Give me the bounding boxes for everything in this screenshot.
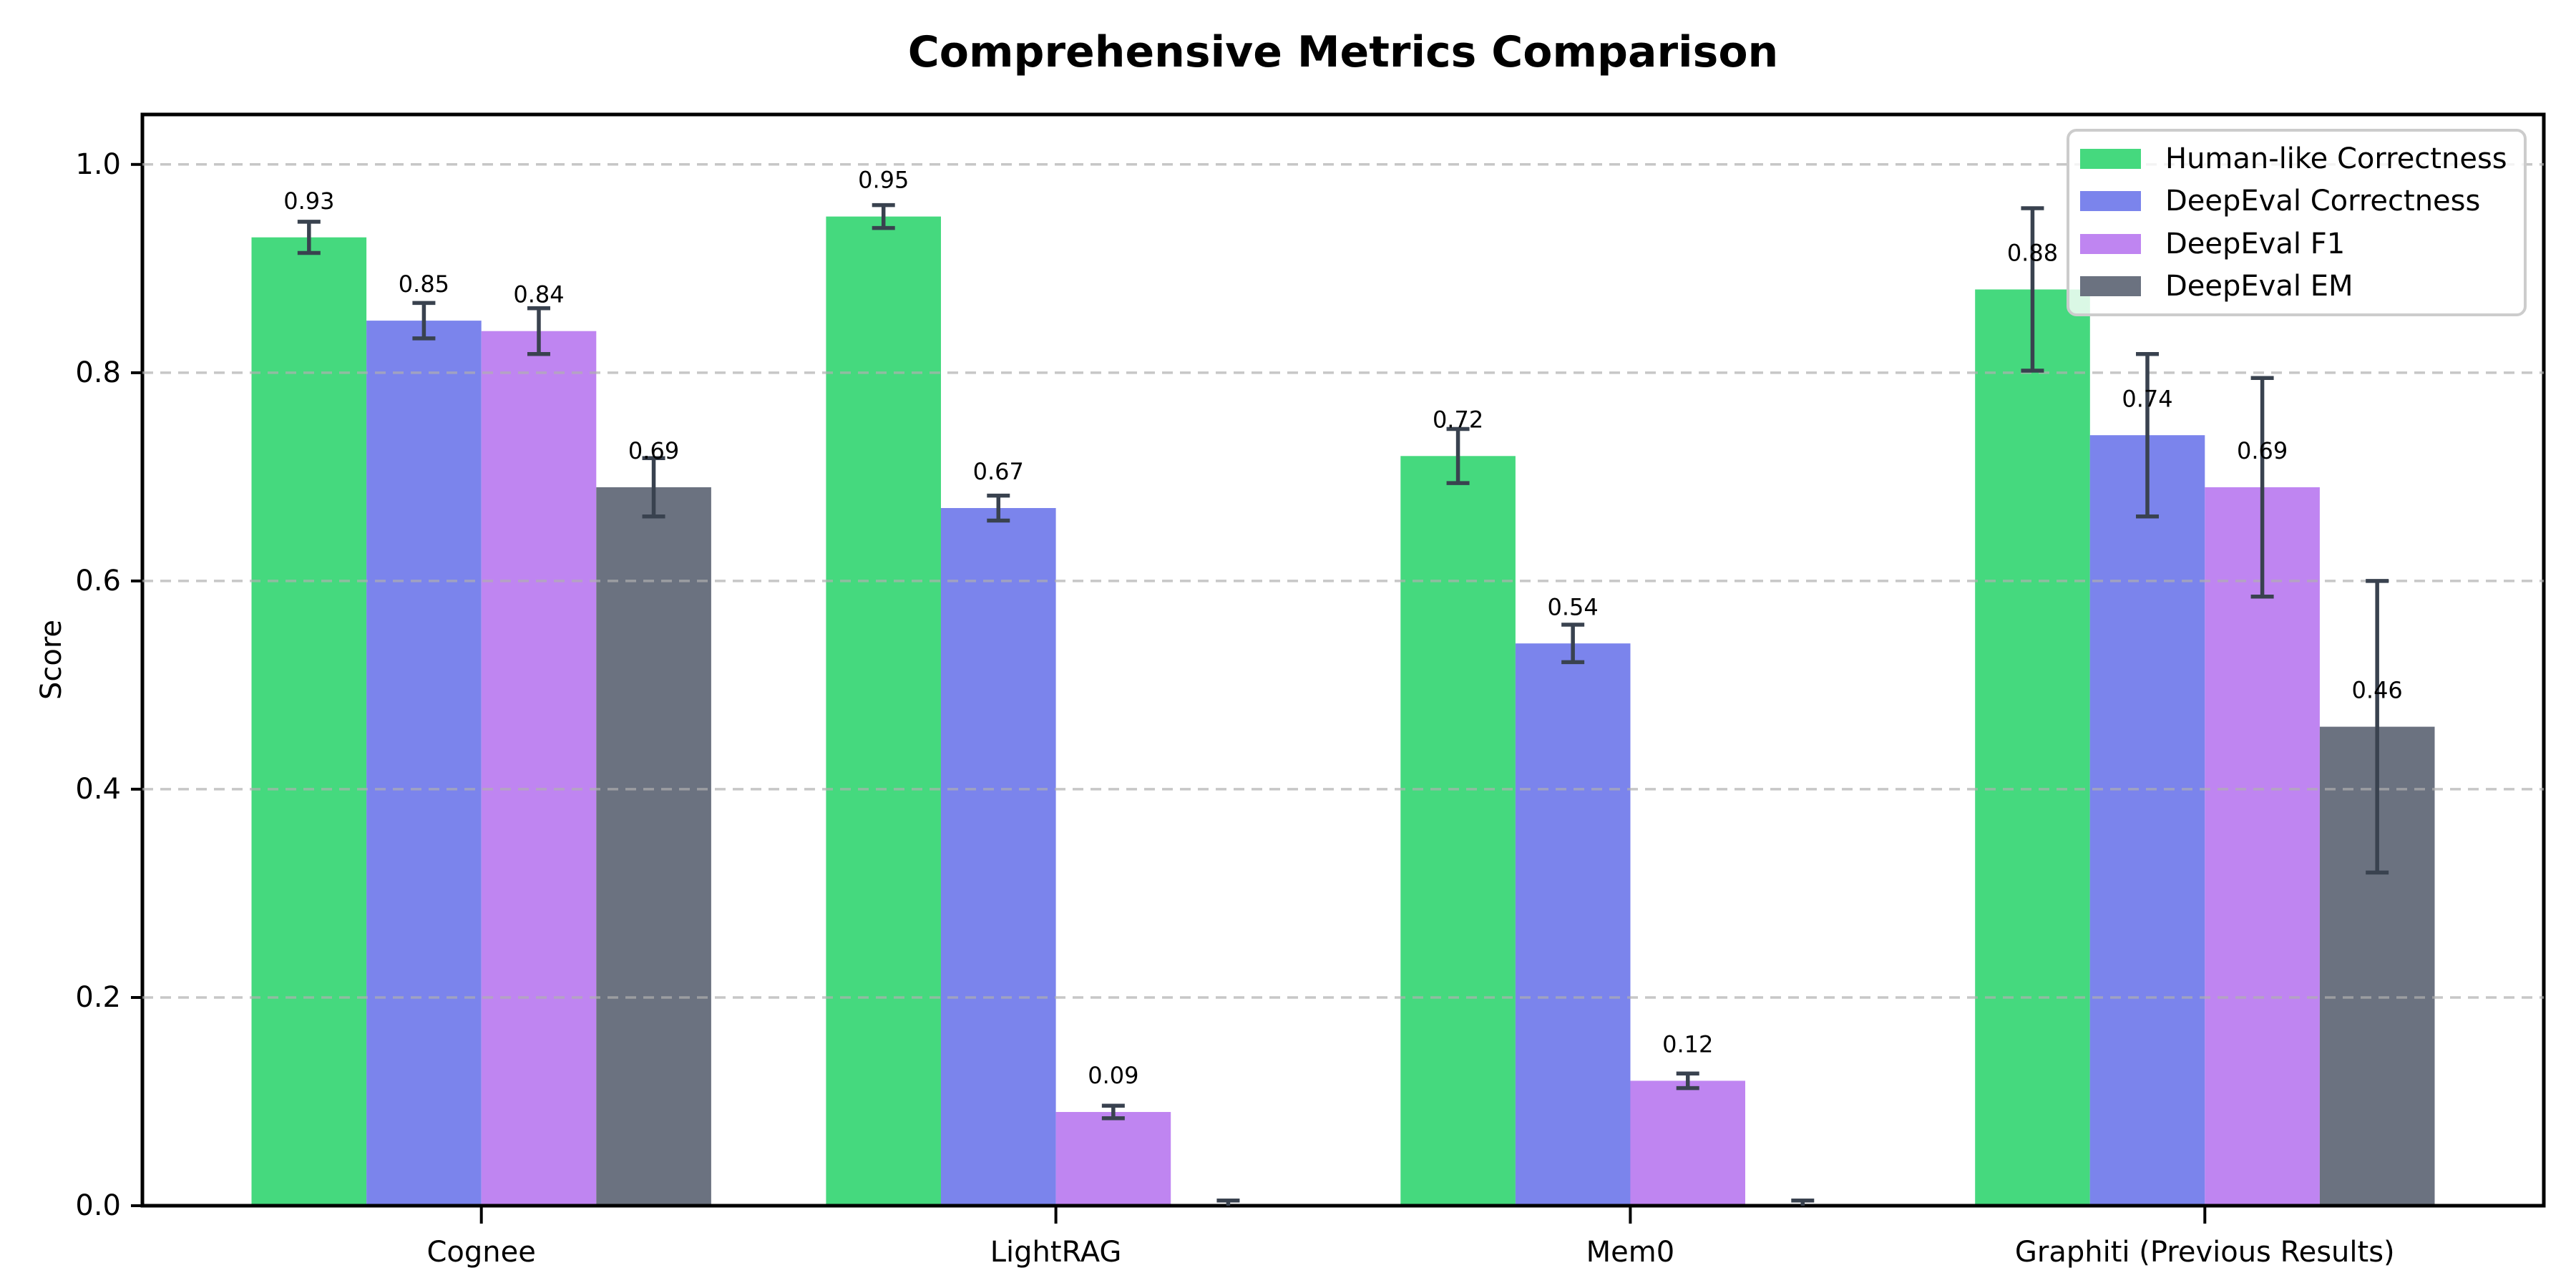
axes-spines — [140, 112, 2546, 1208]
errorbar-deepeval-correctness-lightrag — [987, 493, 1010, 523]
legend: Human-like Correctness DeepEval Correctne… — [2067, 129, 2527, 316]
value-label-deepeval-f1-mem0: 0.12 — [1662, 1031, 1713, 1058]
y-tick-label-0-2: 0.2 — [75, 981, 121, 1014]
value-label-deepeval-f1-graphiti-previous-results: 0.69 — [2237, 437, 2288, 464]
legend-item-deepeval-correctness: DeepEval Correctness — [2080, 187, 2524, 215]
value-label-deepeval-correctness-graphiti-previous-results: 0.74 — [2122, 385, 2172, 412]
bar-human-like-correctness-mem0 — [1400, 456, 1516, 1206]
legend-swatch-deepeval-correctness — [2080, 191, 2141, 212]
legend-swatch-human-like-correctness — [2080, 148, 2141, 169]
value-label-deepeval-correctness-lightrag: 0.67 — [973, 458, 1024, 485]
errorbar-human-like-correctness-mem0 — [1446, 426, 1470, 485]
value-labels-group: 0.93 0.95 0.72 0.88 0.85 0.67 0.54 0.74 0.84 0.09… — [283, 167, 2403, 1089]
legend-item-deepeval-em: DeepEval EM — [2080, 272, 2524, 301]
y-tick-label-1-0: 1.0 — [75, 148, 121, 181]
legend-label-human-like-correctness: Human-like Correctness — [2165, 142, 2507, 175]
errorbar-deepeval-f1-graphiti-previous-results — [2250, 376, 2274, 599]
errorbar-deepeval-correctness-mem0 — [1561, 623, 1585, 665]
errorbar-human-like-correctness-graphiti-previous-results — [2021, 206, 2044, 373]
value-label-deepeval-f1-cognee: 0.84 — [513, 281, 564, 308]
bar-deepeval-correctness-lightrag — [941, 508, 1056, 1206]
bar-human-like-correctness-lightrag — [826, 216, 941, 1206]
bar-deepeval-correctness-graphiti-previous-results — [2089, 435, 2205, 1206]
value-label-human-like-correctness-lightrag: 0.95 — [858, 167, 909, 194]
legend-item-human-like-correctness: Human-like Correctness — [2080, 145, 2524, 173]
bar-deepeval-f1-lightrag — [1055, 1112, 1171, 1206]
value-label-human-like-correctness-cognee: 0.93 — [283, 187, 334, 215]
value-label-deepeval-em-cognee: 0.69 — [628, 437, 679, 464]
grid-group — [142, 163, 2544, 999]
x-tick-label-mem0: Mem0 — [1586, 1236, 1675, 1269]
legend-label-deepeval-correctness: DeepEval Correctness — [2165, 185, 2481, 218]
value-label-deepeval-f1-lightrag: 0.09 — [1088, 1062, 1138, 1089]
legend-label-deepeval-f1: DeepEval F1 — [2165, 227, 2346, 260]
y-tick-label-0-6: 0.6 — [75, 565, 121, 597]
y-axis-title: Score — [35, 619, 68, 701]
legend-swatch-deepeval-f1 — [2080, 233, 2141, 254]
errorbar-deepeval-f1-lightrag — [1101, 1103, 1125, 1121]
legend-label-deepeval-em: DeepEval EM — [2165, 270, 2353, 303]
errorbar-deepeval-em-lightrag — [1216, 1198, 1240, 1206]
errorbar-human-like-correctness-cognee — [297, 220, 321, 255]
bar-human-like-correctness-graphiti-previous-results — [1975, 289, 2090, 1206]
value-label-human-like-correctness-mem0: 0.72 — [1433, 406, 1483, 433]
bar-deepeval-f1-graphiti-previous-results — [2205, 487, 2320, 1206]
x-tick-label-lightrag: LightRAG — [990, 1236, 1122, 1269]
bars-group — [251, 216, 2435, 1206]
errorbars-group — [297, 203, 2389, 1206]
errorbar-deepeval-em-mem0 — [1791, 1198, 1815, 1206]
errorbar-human-like-correctness-lightrag — [872, 203, 895, 230]
y-tick-label-0-4: 0.4 — [75, 773, 121, 806]
errorbar-deepeval-em-graphiti-previous-results — [2366, 579, 2389, 875]
chart-title: Comprehensive Metrics Comparison — [907, 27, 1779, 77]
value-label-human-like-correctness-graphiti-previous-results: 0.88 — [2007, 240, 2058, 267]
x-tick-label-cognee: Cognee — [427, 1236, 536, 1269]
errorbar-deepeval-f1-mem0 — [1676, 1071, 1699, 1091]
bar-deepeval-correctness-mem0 — [1515, 643, 1631, 1206]
legend-swatch-deepeval-em — [2080, 276, 2141, 297]
errorbar-deepeval-correctness-graphiti-previous-results — [2136, 351, 2160, 519]
x-tick-label-graphiti-previous-results: Graphiti (Previous Results) — [2015, 1236, 2395, 1269]
y-tick-label-0-0: 0.0 — [75, 1189, 121, 1222]
bar-human-like-correctness-cognee — [251, 237, 367, 1206]
y-tick-label-0-8: 0.8 — [75, 356, 121, 389]
legend-item-deepeval-f1: DeepEval F1 — [2080, 230, 2524, 258]
errorbar-deepeval-em-cognee — [642, 456, 665, 519]
value-label-deepeval-em-graphiti-previous-results: 0.46 — [2352, 677, 2403, 704]
errorbar-deepeval-correctness-cognee — [412, 301, 436, 341]
errorbar-deepeval-f1-cognee — [527, 306, 550, 356]
value-label-deepeval-correctness-mem0: 0.54 — [1548, 593, 1599, 620]
bar-deepeval-f1-mem0 — [1630, 1080, 1745, 1206]
value-label-deepeval-correctness-cognee: 0.85 — [399, 270, 449, 298]
axis-ticks-group: 0.0 0.2 0.4 0.6 0.8 1.0 Cognee LightRAG Mem0 Grap… — [75, 148, 2394, 1269]
bar-deepeval-correctness-cognee — [366, 321, 482, 1206]
bar-deepeval-f1-cognee — [481, 331, 597, 1206]
bar-deepeval-em-cognee — [596, 487, 711, 1206]
